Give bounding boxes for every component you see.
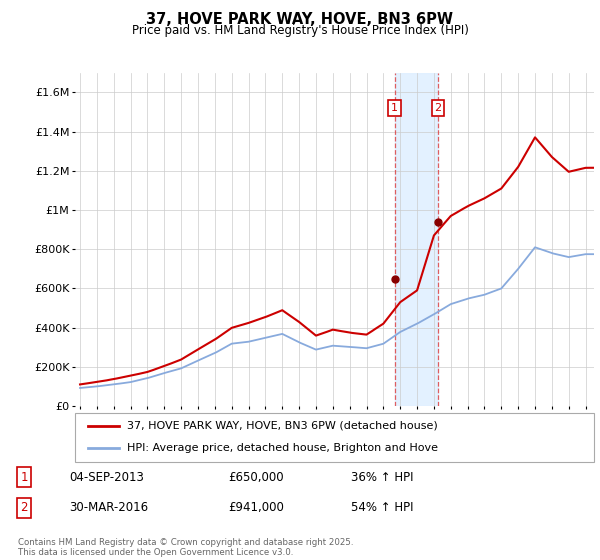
Text: £941,000: £941,000 bbox=[228, 501, 284, 515]
Text: 04-SEP-2013: 04-SEP-2013 bbox=[69, 470, 144, 484]
Bar bbox=[395, 73, 438, 406]
Text: 30-MAR-2016: 30-MAR-2016 bbox=[69, 501, 148, 515]
Text: £650,000: £650,000 bbox=[228, 470, 284, 484]
Text: Contains HM Land Registry data © Crown copyright and database right 2025.
This d: Contains HM Land Registry data © Crown c… bbox=[18, 538, 353, 557]
Text: 54% ↑ HPI: 54% ↑ HPI bbox=[351, 501, 413, 515]
Text: 1: 1 bbox=[20, 470, 28, 484]
Text: 1: 1 bbox=[391, 103, 398, 113]
Text: 37, HOVE PARK WAY, HOVE, BN3 6PW (detached house): 37, HOVE PARK WAY, HOVE, BN3 6PW (detach… bbox=[127, 421, 437, 431]
Text: HPI: Average price, detached house, Brighton and Hove: HPI: Average price, detached house, Brig… bbox=[127, 443, 438, 453]
Text: Price paid vs. HM Land Registry's House Price Index (HPI): Price paid vs. HM Land Registry's House … bbox=[131, 24, 469, 36]
FancyBboxPatch shape bbox=[75, 413, 594, 462]
Text: 2: 2 bbox=[20, 501, 28, 515]
Text: 37, HOVE PARK WAY, HOVE, BN3 6PW: 37, HOVE PARK WAY, HOVE, BN3 6PW bbox=[146, 12, 454, 27]
Text: 36% ↑ HPI: 36% ↑ HPI bbox=[351, 470, 413, 484]
Text: 2: 2 bbox=[434, 103, 442, 113]
